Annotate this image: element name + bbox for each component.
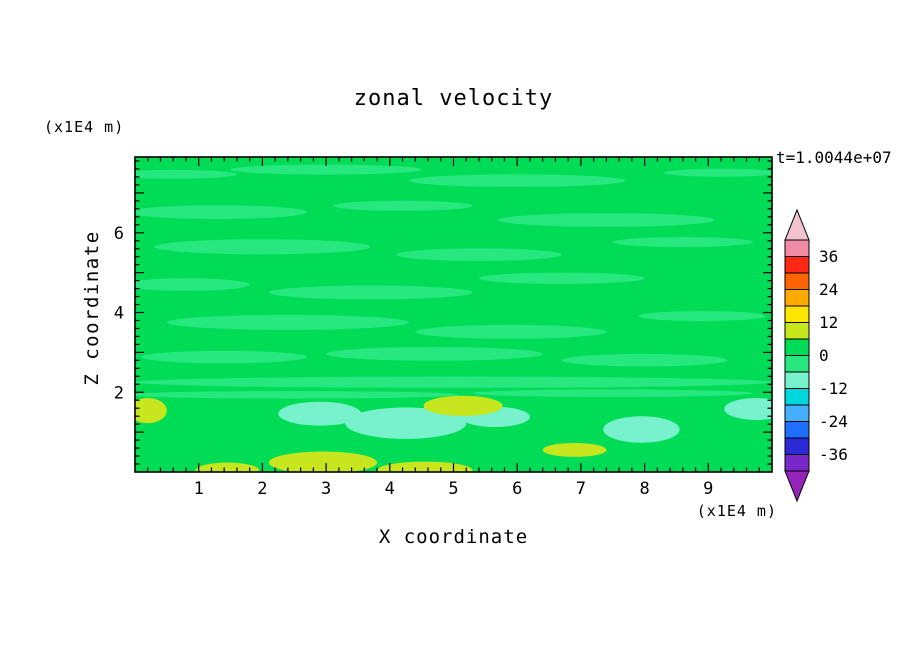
- y-axis-label: Z coordinate: [81, 230, 103, 386]
- y-tick-label: 6: [114, 224, 124, 244]
- field-patches: [135, 164, 772, 472]
- colorbar-segment: [784, 371, 810, 389]
- field-patch: [326, 346, 543, 361]
- colorbar: 36 24 12 0 -12 -24 -36: [784, 208, 848, 503]
- field-patch: [135, 205, 307, 220]
- x-axis-unit: (x1E4 m): [696, 502, 777, 520]
- colorbar-segment: [784, 437, 810, 455]
- field-patch: [135, 169, 237, 179]
- x-tick-label: 4: [385, 479, 395, 499]
- field-patch: [396, 248, 562, 261]
- field-patch: [154, 239, 371, 255]
- field-patch: [612, 237, 753, 248]
- colorbar-label: -24: [819, 412, 848, 431]
- field-patch: [141, 350, 307, 364]
- field-patch: [268, 285, 473, 300]
- field-patch: [268, 451, 378, 472]
- chart-title: zonal velocity: [353, 86, 554, 111]
- colorbar-segment: [784, 454, 810, 472]
- colorbar-segment: [784, 338, 810, 356]
- field-patch: [638, 311, 766, 322]
- colorbar-segment: [784, 421, 810, 439]
- colorbar-segment: [784, 388, 810, 406]
- y-axis-unit: (x1E4 m): [44, 118, 125, 136]
- field-patch: [724, 397, 772, 421]
- x-tick-label: 7: [576, 479, 586, 499]
- field-patch: [377, 461, 473, 472]
- y-tick-label: 4: [114, 304, 124, 324]
- colorbar-label: 12: [819, 313, 838, 332]
- timestamp-annotation: t=1.0044e+07: [776, 148, 892, 167]
- x-tick-label: 3: [321, 479, 331, 499]
- field-patch: [135, 376, 772, 388]
- colorbar-segment: [784, 239, 810, 257]
- colorbar-label: 24: [819, 280, 838, 299]
- field-patch: [345, 407, 467, 439]
- field-patch: [135, 397, 167, 424]
- colorbar-label: 0: [819, 346, 829, 365]
- colorbar-segment: [784, 272, 810, 290]
- colorbar-segment: [784, 289, 810, 307]
- colorbar-segment: [784, 404, 810, 422]
- x-tick-label: 9: [703, 479, 713, 499]
- field-patch: [332, 200, 473, 211]
- x-tick-label: 2: [257, 479, 267, 499]
- field-patch: [415, 324, 607, 339]
- colorbar-over-arrow: [784, 208, 810, 241]
- x-tick-label: 8: [639, 479, 649, 499]
- field-patch: [561, 353, 728, 367]
- colorbar-label: -36: [819, 445, 848, 464]
- field-patch: [166, 314, 409, 330]
- colorbar-segment: [784, 355, 810, 373]
- field-patch: [230, 164, 422, 175]
- field-patch: [603, 416, 680, 443]
- colorbar-segment: [784, 322, 810, 340]
- x-tick-label: 1: [194, 479, 204, 499]
- field-patch: [663, 168, 772, 177]
- field-patch: [423, 395, 503, 416]
- field-patch: [135, 278, 250, 291]
- x-tick-label: 6: [512, 479, 522, 499]
- x-axis-label: X coordinate: [378, 526, 529, 548]
- field-patch: [135, 391, 460, 399]
- colorbar-segment: [784, 256, 810, 274]
- colorbar-segment: [784, 305, 810, 323]
- field-patch: [542, 443, 607, 457]
- colorbar-label: 36: [819, 247, 838, 266]
- colorbar-under-arrow: [784, 470, 810, 503]
- y-tick-label: 2: [114, 383, 124, 403]
- x-tick-label: 5: [448, 479, 458, 499]
- field-patch: [278, 401, 362, 426]
- field-patch: [478, 272, 645, 284]
- field-patch: [408, 174, 626, 187]
- colorbar-label: -12: [819, 379, 848, 398]
- field-patch: [472, 389, 753, 398]
- field-patch: [498, 213, 715, 227]
- axis-ticks: [135, 157, 772, 472]
